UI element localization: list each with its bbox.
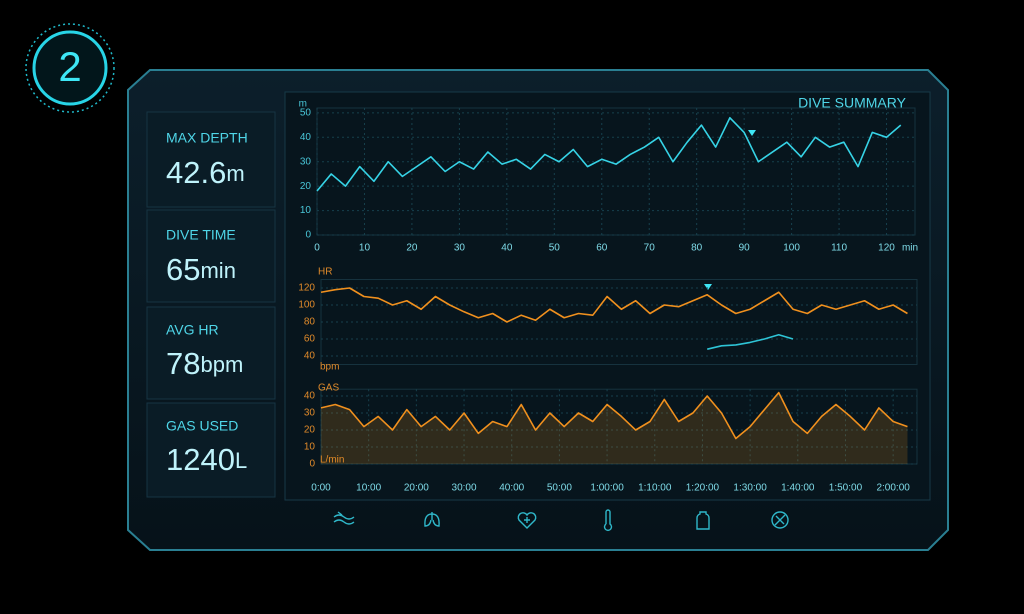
y-tick-label: 20: [300, 181, 312, 192]
y-tick-label: 40: [300, 132, 312, 143]
x-tick-label: 40:00: [499, 483, 524, 494]
depth-icon[interactable]: [333, 511, 355, 525]
stat-value: 78bpm: [166, 346, 243, 381]
stat-number: 1240: [166, 442, 235, 477]
x-tick-label: 70: [644, 243, 656, 254]
stat-value: 1240L: [166, 442, 247, 477]
badge: [32, 30, 108, 106]
x-tick-label: 40: [501, 243, 513, 254]
y-tick-label: 120: [298, 283, 315, 294]
compass-needle: [774, 514, 786, 526]
stat-cards: [146, 111, 276, 498]
y-axis-label: m: [299, 99, 307, 110]
x-tick-label: 110: [831, 243, 847, 254]
stat-value: 65min: [166, 252, 236, 287]
x-tick-label: 120: [878, 243, 895, 254]
x-tick-label: 1:20:00: [686, 483, 720, 494]
stat-card: [146, 306, 276, 400]
tank-icon[interactable]: [696, 511, 710, 530]
x-tick-label: 80: [691, 243, 703, 254]
lungs-icon[interactable]: [424, 512, 440, 527]
stat-label: DIVE TIME: [166, 227, 236, 243]
y-tick-label: 10: [300, 205, 312, 216]
x-tick-label: 30:00: [452, 483, 477, 494]
y-tick-label: 30: [300, 156, 312, 167]
x-tick-label: 30: [454, 243, 466, 254]
stat-number: 42.6: [166, 155, 226, 190]
compass-icon[interactable]: [771, 511, 789, 529]
x-tick-label: 10:00: [356, 483, 381, 494]
x-tick-label: 1:30:00: [733, 483, 767, 494]
x-tick-label: 60: [596, 243, 608, 254]
x-tick-label: 0: [314, 243, 320, 254]
x-tick-label: 50:00: [547, 483, 572, 494]
x-tick-label: 20:00: [404, 483, 429, 494]
x-tick-label: 0:00: [311, 483, 331, 494]
stat-unit: bpm: [200, 352, 243, 377]
y-tick-label: 100: [298, 300, 315, 311]
x-tick-label: 1:10:00: [638, 483, 672, 494]
x-tick-label: 2:00:00: [876, 483, 910, 494]
stat-label: AVG HR: [166, 322, 219, 338]
stat-label: MAX DEPTH: [166, 130, 248, 146]
stat-number: 78: [166, 346, 200, 381]
y-tick-label: 50: [300, 108, 312, 119]
stat-card: [146, 111, 276, 208]
y-tick-label: 30: [304, 408, 316, 419]
y-tick-label: 40: [304, 351, 316, 362]
y-axis-label: HR: [318, 267, 332, 278]
y-tick-label: 20: [304, 425, 316, 436]
heart-icon[interactable]: [517, 512, 537, 529]
line: [320, 391, 908, 440]
chart-title: DIVE SUMMARY: [798, 95, 907, 111]
y-tick-label: 80: [304, 317, 316, 328]
badge-ring: [25, 23, 115, 113]
y-tick-label: 10: [304, 442, 316, 453]
badge-number: 2: [58, 43, 81, 90]
unit-label: bpm: [320, 362, 339, 373]
stat-unit: m: [226, 161, 244, 186]
line: [320, 287, 908, 323]
stat-unit: min: [200, 258, 235, 283]
line: [316, 116, 902, 192]
stat-number: 65: [166, 252, 200, 287]
marker: [704, 284, 712, 290]
y-tick-label: 0: [309, 459, 315, 470]
x-tick-label: 20: [406, 243, 418, 254]
toolbar: [333, 509, 789, 532]
stat-card: [146, 402, 276, 498]
stat-label: GAS USED: [166, 418, 238, 434]
x-tick-label: 1:40:00: [781, 483, 815, 494]
x-tick-label: 100: [783, 243, 800, 254]
y-tick-label: 60: [304, 334, 316, 345]
y-tick-label: 0: [305, 230, 311, 241]
stat-card: [146, 209, 276, 303]
x-tick-label: 90: [739, 243, 751, 254]
x-axis-label: min: [902, 243, 918, 254]
y-axis-label: GAS: [318, 383, 339, 394]
x-tick-label: 50: [549, 243, 561, 254]
marker: [748, 130, 756, 136]
stat-value: 42.6m: [166, 155, 245, 190]
unit-label: L/min: [320, 455, 344, 466]
plot-area: [320, 388, 918, 465]
y-tick-label: 40: [304, 391, 316, 402]
plot-area: [316, 107, 916, 236]
thermo-icon[interactable]: [603, 509, 613, 532]
x-tick-label: 1:00:00: [590, 483, 624, 494]
x-tick-label: 10: [359, 243, 371, 254]
line: [707, 333, 794, 350]
x-tick-label: 1:50:00: [829, 483, 863, 494]
area: [321, 392, 908, 464]
stat-unit: L: [235, 448, 247, 473]
